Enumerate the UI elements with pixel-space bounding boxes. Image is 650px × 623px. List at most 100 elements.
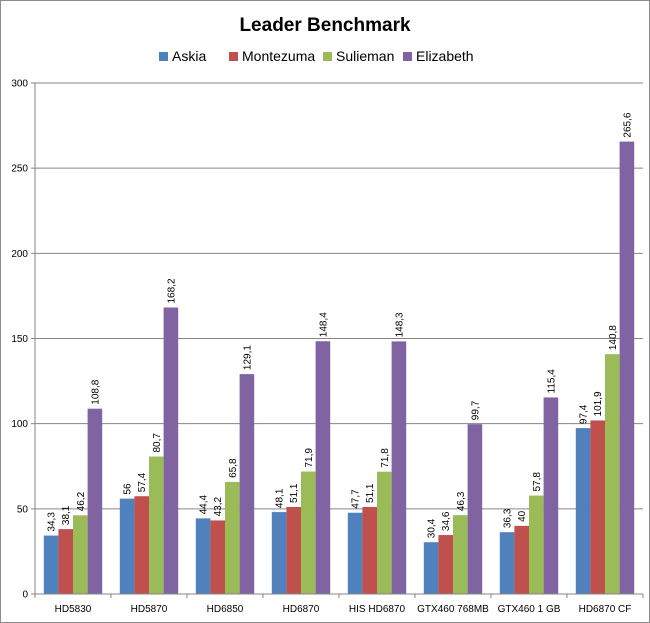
- data-label: 148,3: [394, 312, 405, 337]
- bar-askia: [119, 498, 135, 594]
- bar-montezuma: [438, 535, 453, 594]
- data-labels-layer: 34,3 38,1 46,2 108,8 56 57,4 80,7 168,2 44,4 43,2…: [47, 112, 634, 538]
- bar-group: [347, 341, 407, 594]
- data-label: 80,7: [152, 433, 163, 453]
- bar-elizabeth: [315, 341, 331, 594]
- legend-label: Askia: [172, 48, 206, 64]
- data-label: 46,2: [76, 491, 87, 511]
- data-label: 51,1: [365, 483, 376, 503]
- legend-item-elizabeth: Elizabeth: [403, 48, 474, 64]
- data-label: 168,2: [166, 278, 177, 303]
- data-label: 99,7: [470, 400, 481, 420]
- bar-elizabeth: [619, 141, 635, 594]
- bar-askia: [423, 542, 439, 594]
- chart-title: Leader Benchmark: [239, 15, 411, 36]
- bar-montezuma: [286, 506, 301, 594]
- data-label: 71,9: [304, 448, 315, 468]
- data-label: 129,1: [242, 345, 253, 370]
- bar-elizabeth: [543, 397, 559, 594]
- bar-askia: [271, 512, 287, 594]
- legend-label: Sulieman: [336, 48, 394, 64]
- legend-swatch: [159, 52, 168, 61]
- bar-sulieman: [225, 481, 240, 594]
- bar-montezuma: [362, 506, 377, 594]
- data-label: 101,9: [593, 391, 604, 416]
- y-tick-label: 0: [22, 590, 28, 601]
- data-label: 56: [123, 483, 134, 495]
- legend-swatch: [323, 52, 332, 61]
- bar-group: [423, 424, 483, 594]
- data-label: 97,4: [579, 404, 590, 424]
- legend-item-sulieman: Sulieman: [323, 48, 394, 64]
- bar-askia: [499, 532, 515, 594]
- x-axis: HD5830 HD5870 HD6850 HD6870 HIS HD6870 GTX460…: [34, 593, 644, 615]
- bar-elizabeth: [239, 374, 255, 594]
- bar-askia: [575, 428, 591, 594]
- bar-group: [119, 307, 179, 594]
- data-label: 43,2: [213, 497, 224, 517]
- bar-sulieman: [605, 354, 620, 594]
- bar-askia: [43, 535, 59, 594]
- data-label: 108,8: [90, 379, 101, 404]
- x-category-label: HD6870 CF: [579, 604, 632, 615]
- data-label: 40: [517, 510, 528, 522]
- y-tick-label: 300: [11, 79, 28, 90]
- data-label: 71,8: [380, 448, 391, 468]
- y-axis: 0 50 100 150 200 250 300: [11, 79, 36, 601]
- data-label: 57,4: [137, 472, 148, 492]
- bar-group: [575, 141, 635, 594]
- y-tick-label: 250: [11, 164, 28, 175]
- bar-sulieman: [529, 495, 544, 594]
- bar-group: [195, 374, 255, 594]
- y-tick-label: 50: [17, 504, 29, 515]
- data-label: 30,4: [427, 518, 438, 538]
- bar-montezuma: [134, 496, 149, 594]
- bar-sulieman: [149, 456, 164, 594]
- bar-elizabeth: [467, 424, 483, 594]
- x-category-label: GTX460 768MB: [417, 604, 489, 615]
- data-label: 38,1: [61, 505, 72, 525]
- data-label: 46,3: [456, 491, 467, 511]
- x-category-label: HD6850: [207, 604, 244, 615]
- legend-label: Montezuma: [242, 48, 315, 64]
- legend: Askia Montezuma Sulieman Elizabeth: [159, 48, 474, 64]
- x-category-label: HIS HD6870: [349, 604, 406, 615]
- x-category-label: GTX460 1 GB: [498, 604, 561, 615]
- y-tick-label: 100: [11, 419, 28, 430]
- bar-elizabeth: [87, 408, 103, 594]
- data-label: 47,7: [351, 489, 362, 509]
- bar-sulieman: [73, 515, 88, 594]
- bar-askia: [347, 512, 363, 594]
- bar-montezuma: [210, 520, 225, 594]
- data-label: 148,4: [318, 312, 329, 337]
- bar-montezuma: [58, 529, 73, 594]
- data-label: 65,8: [228, 458, 239, 478]
- bar-montezuma: [590, 420, 605, 594]
- data-label: 115,4: [546, 369, 557, 394]
- y-tick-label: 150: [11, 334, 28, 345]
- bar-group: [499, 397, 559, 594]
- legend-item-montezuma: Montezuma: [229, 48, 315, 64]
- bars-layer: [43, 141, 635, 594]
- data-label: 51,1: [289, 483, 300, 503]
- data-label: 34,6: [441, 511, 452, 531]
- bar-elizabeth: [391, 341, 407, 594]
- x-category-label: HD6870: [283, 604, 320, 615]
- legend-swatch: [229, 52, 238, 61]
- data-label: 34,3: [47, 512, 58, 532]
- data-label: 36,3: [503, 508, 514, 528]
- bar-askia: [195, 518, 211, 594]
- bar-montezuma: [514, 525, 529, 594]
- legend-label: Elizabeth: [416, 48, 474, 64]
- legend-item-askia: Askia: [159, 48, 206, 64]
- data-label: 48,1: [275, 488, 286, 508]
- data-label: 140,8: [608, 325, 619, 350]
- data-label: 265,6: [622, 112, 633, 137]
- legend-swatch: [403, 52, 412, 61]
- bar-sulieman: [301, 471, 316, 594]
- bar-sulieman: [453, 515, 468, 594]
- y-tick-label: 200: [11, 249, 28, 260]
- x-category-label: HD5870: [131, 604, 168, 615]
- x-category-label: HD5830: [55, 604, 92, 615]
- bar-sulieman: [377, 471, 392, 594]
